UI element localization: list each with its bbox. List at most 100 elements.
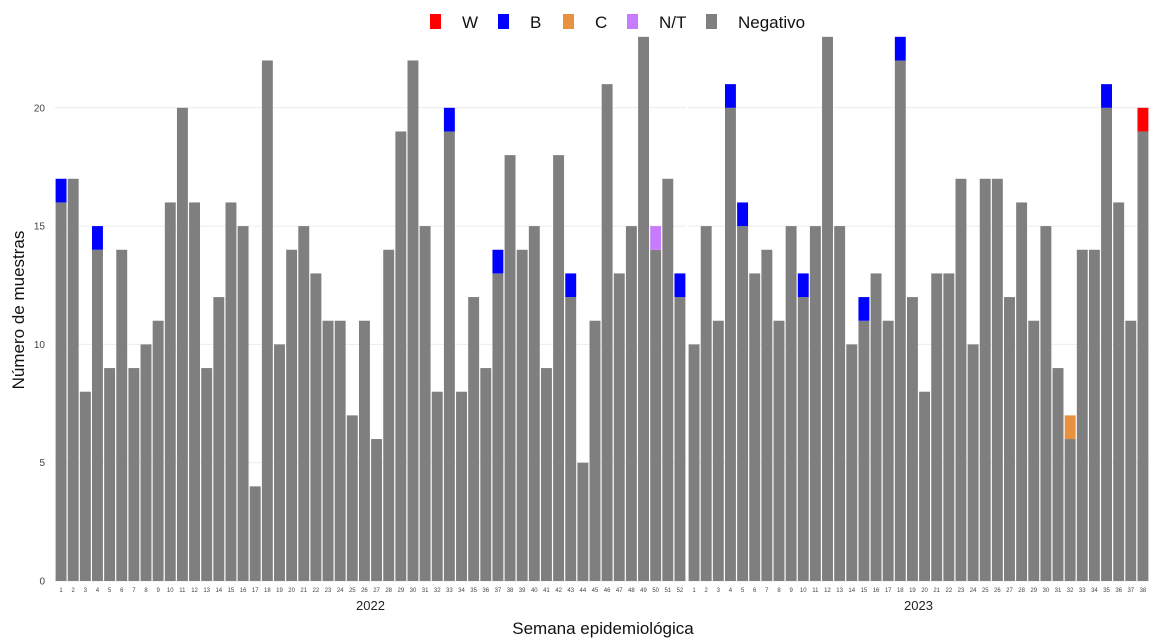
y-axis-ticks: 0 5 10 15 20 (34, 103, 46, 587)
bar-negativo (919, 391, 931, 581)
x-tick-label: 31 (1055, 588, 1062, 594)
bar-b (674, 273, 686, 298)
legend-label: W (462, 13, 478, 32)
x-tick-label: 52 (677, 588, 684, 594)
bars (55, 36, 1149, 582)
bar-negativo (261, 60, 273, 582)
y-tick-label: 5 (39, 458, 45, 469)
x-tick-label: 38 (507, 588, 514, 594)
bar-negativo (1101, 107, 1112, 582)
x-tick-label: 30 (410, 588, 417, 594)
bar-negativo (116, 249, 128, 581)
bar-b (443, 107, 455, 132)
bar-negativo (322, 320, 334, 581)
bar-negativo (346, 415, 358, 581)
legend-label: N/T (659, 13, 686, 32)
x-tick-label: 12 (191, 588, 198, 594)
x-axis-ticks: 1 2 3 4 5 6 7 8 9 10 11 12 13 14 15 16 17 18 19 20 21 22 23 24 2… (59, 588, 1147, 594)
x-tick-label: 37 (1127, 588, 1134, 594)
x-tick-label: 15 (861, 588, 868, 594)
x-tick-label: 30 (1043, 588, 1050, 594)
x-tick-label: 18 (897, 588, 904, 594)
bar-b (797, 273, 809, 298)
bar-b (92, 226, 103, 250)
x-tick-label: 19 (276, 588, 283, 594)
y-tick-label: 0 (39, 577, 45, 588)
bar-negativo (1040, 226, 1052, 581)
bar-negativo (480, 368, 492, 581)
x-tick-label: 23 (325, 588, 332, 594)
x-tick-label: 4 (729, 588, 733, 594)
x-tick-label: 8 (777, 588, 781, 594)
x-tick-label: 42 (555, 588, 562, 594)
x-tick-label: 29 (397, 588, 404, 594)
x-tick-label: 35 (1103, 588, 1110, 594)
x-tick-label: 3 (84, 588, 88, 594)
x-tick-label: 26 (361, 588, 368, 594)
x-tick-label: 38 (1140, 588, 1147, 594)
legend-label: B (530, 13, 541, 32)
y-axis-title: Número de muestras (9, 231, 28, 390)
x-tick-label: 35 (470, 588, 477, 594)
x-tick-label: 9 (156, 588, 160, 594)
x-tick-label: 47 (616, 588, 623, 594)
x-tick-label: 2 (705, 588, 709, 594)
x-tick-label: 11 (179, 588, 186, 594)
x-tick-label: 33 (446, 588, 453, 594)
bar-negativo (298, 226, 310, 581)
x-tick-label: 10 (167, 588, 174, 594)
bar-negativo (128, 368, 140, 581)
x-tick-label: 1 (59, 588, 63, 594)
x-tick-label: 25 (349, 588, 356, 594)
bar-negativo (140, 344, 152, 581)
bar-negativo (310, 273, 322, 581)
x-tick-label: 44 (580, 588, 587, 594)
x-tick-label: 24 (337, 588, 344, 594)
x-tick-label: 4 (96, 588, 100, 594)
bar-negativo (516, 249, 528, 581)
bar-negativo (834, 226, 846, 581)
x-tick-label: 27 (373, 588, 380, 594)
bar-negativo (725, 107, 736, 582)
bar-negativo (601, 84, 613, 581)
x-tick-label: 8 (144, 588, 148, 594)
bar-negativo (431, 391, 443, 581)
bar-negativo (237, 226, 249, 581)
x-tick-label: 26 (994, 588, 1001, 594)
bar-negativo (700, 226, 712, 581)
x-tick-label: 37 (495, 588, 502, 594)
bar-negativo (492, 273, 504, 581)
bar-negativo (104, 368, 116, 581)
bar-negativo (468, 297, 480, 581)
panel-label: 2023 (904, 598, 933, 613)
x-tick-label: 6 (753, 588, 757, 594)
bar-negativo (1016, 202, 1028, 581)
bar-negativo (225, 202, 237, 581)
legend-swatch-negativo (706, 14, 717, 29)
bar-b (725, 84, 736, 108)
bar-negativo (625, 226, 637, 581)
x-tick-label: 6 (120, 588, 124, 594)
bar-negativo (991, 178, 1003, 581)
x-tick-label: 34 (458, 588, 465, 594)
x-tick-label: 41 (543, 588, 550, 594)
bar-negativo (662, 178, 674, 581)
bar-negativo (358, 320, 370, 581)
bar-negativo (638, 36, 649, 581)
x-tick-label: 31 (422, 588, 429, 594)
x-tick-label: 10 (800, 588, 807, 594)
bar-negativo (553, 155, 565, 581)
bar-negativo (504, 155, 516, 581)
bar-negativo (882, 320, 894, 581)
bar-negativo (1052, 368, 1064, 581)
bar-negativo (846, 344, 858, 581)
bar-negativo (249, 486, 261, 581)
bar-negativo (737, 226, 749, 581)
legend-swatch-c (563, 14, 574, 29)
bar-b (55, 178, 67, 203)
bar-negativo (383, 249, 395, 581)
x-tick-label: 18 (264, 588, 271, 594)
x-tick-label: 22 (313, 588, 320, 594)
bar-negativo (749, 273, 761, 581)
